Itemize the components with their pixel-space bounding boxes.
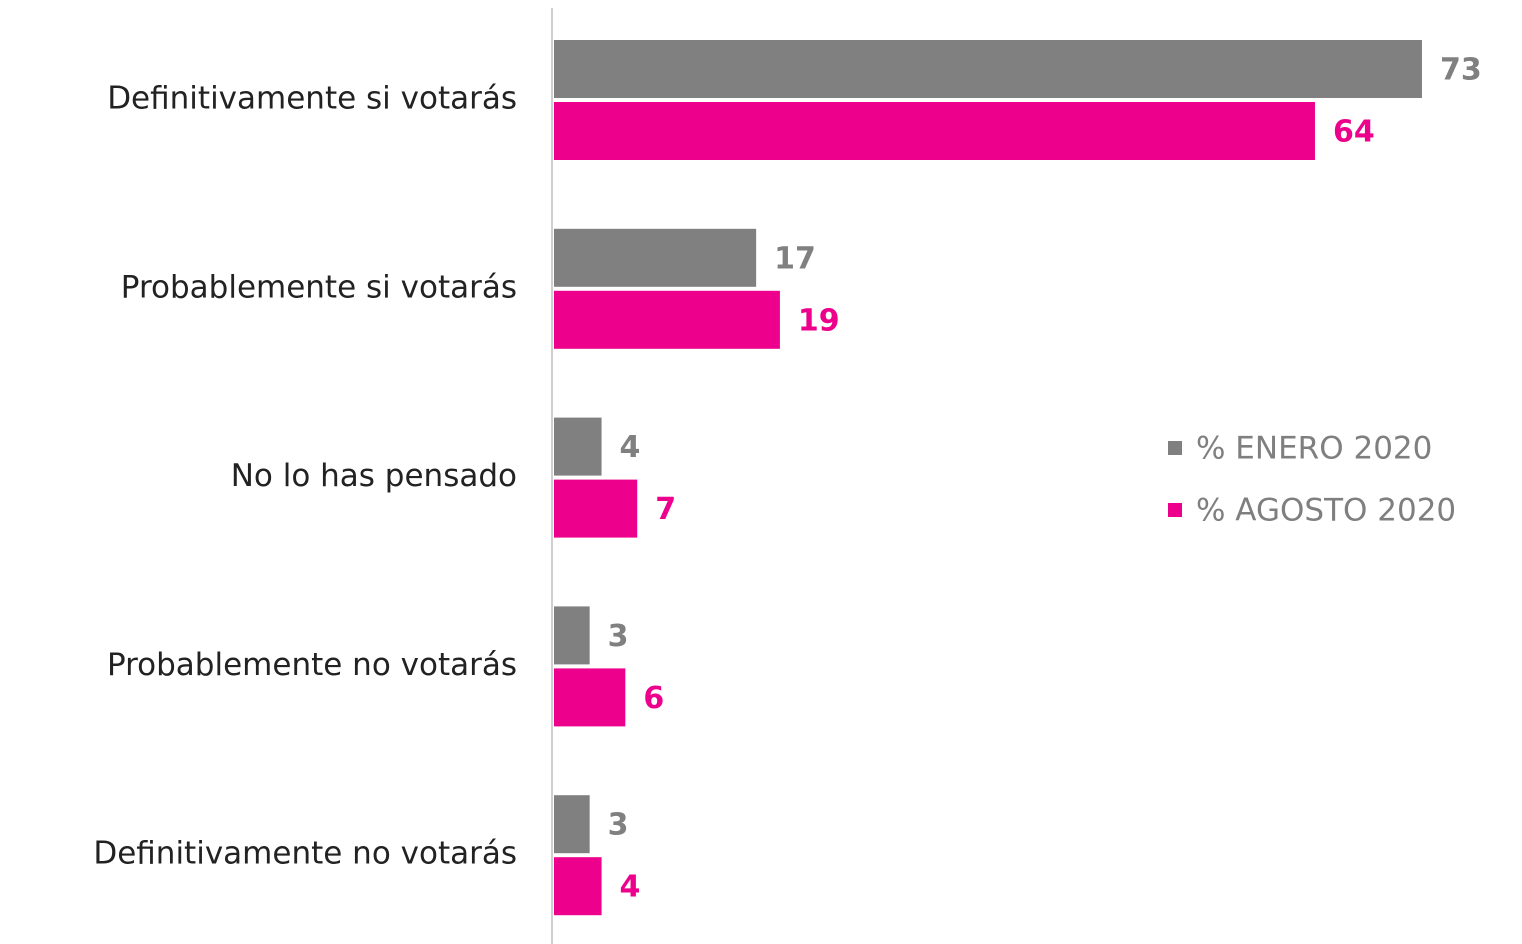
bar [554, 228, 757, 287]
bar [554, 479, 638, 538]
legend-label: % ENERO 2020 [1196, 431, 1432, 467]
legend-swatch [1168, 503, 1182, 517]
value-label: 64 [1333, 115, 1375, 150]
value-label: 19 [798, 303, 840, 338]
bar [554, 290, 780, 349]
value-label: 6 [643, 681, 664, 716]
value-label: 4 [620, 870, 641, 905]
value-label: 73 [1440, 53, 1482, 88]
category-label: Definitivamente no votarás [93, 836, 517, 872]
bar [554, 668, 626, 727]
value-label: 7 [655, 492, 676, 527]
value-label: 3 [608, 619, 629, 654]
bar [554, 417, 602, 476]
category-label: No lo has pensado [231, 458, 517, 494]
category-label: Probablemente no votarás [107, 647, 517, 683]
bar [554, 606, 590, 665]
value-label: 17 [774, 241, 816, 276]
bar [554, 102, 1315, 160]
bar [554, 795, 590, 854]
category-label: Probablemente si votarás [121, 269, 517, 305]
value-label: 3 [608, 808, 629, 843]
category-label: Definitivamente si votarás [107, 81, 517, 117]
value-label: 4 [620, 430, 641, 465]
legend-label: % AGOSTO 2020 [1196, 493, 1456, 529]
bar [554, 40, 1422, 98]
bar [554, 857, 602, 916]
legend-swatch [1168, 441, 1182, 455]
